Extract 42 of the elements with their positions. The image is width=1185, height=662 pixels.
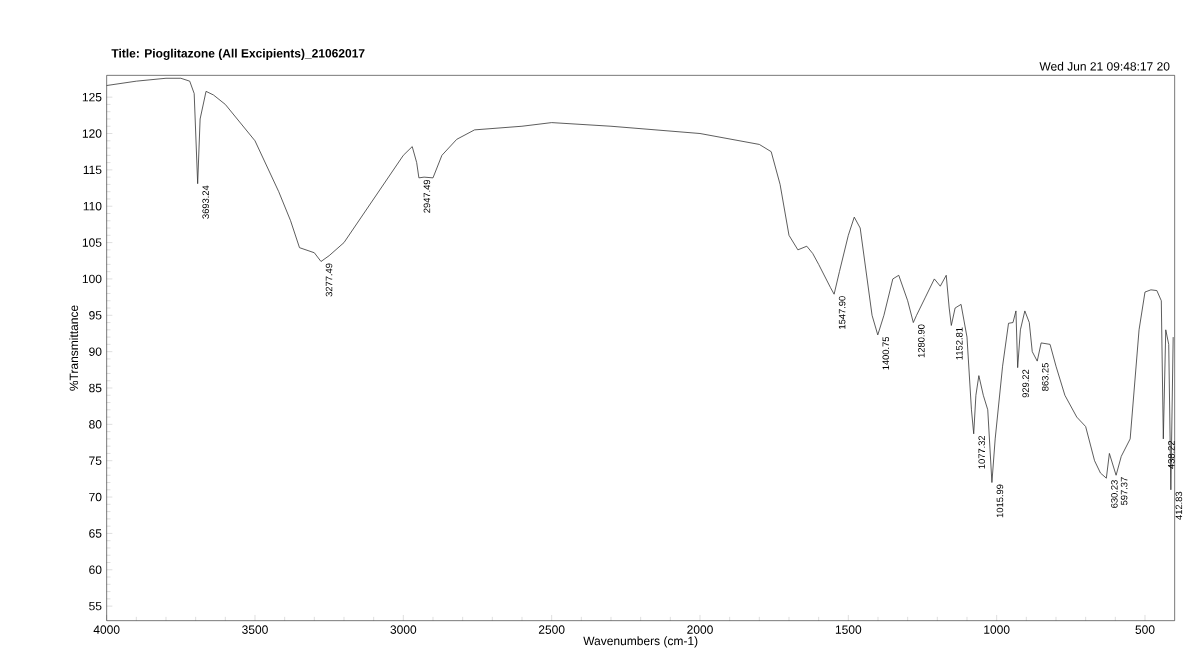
- y-axis-title: %Transmittance: [69, 305, 79, 391]
- y-tick-label: 55: [89, 601, 102, 611]
- x-tick-label: 2000: [687, 625, 713, 634]
- annotation: 863.25: [1041, 363, 1049, 391]
- annotation: 1077.32: [978, 435, 986, 469]
- x-axis-title: Wavenumbers (cm-1): [583, 636, 698, 648]
- y-tick-label: 75: [89, 456, 102, 465]
- chart-title: Title: Pioglitazone (All Excipients)_21062017: [111, 48, 365, 60]
- annotation: 1547.90: [838, 296, 846, 329]
- annotation: 1152.81: [956, 327, 963, 360]
- y-tick-label: 110: [83, 201, 102, 211]
- x-tick-label: 1000: [984, 625, 1010, 634]
- text: Wed Jun 21 09:48:17 20: [1039, 61, 1170, 71]
- y-tick-label: 125: [82, 92, 102, 102]
- annotation: 929.22: [1022, 369, 1029, 398]
- y-tick-label: 85: [89, 383, 102, 393]
- y-tick-label: 70: [89, 492, 102, 502]
- y-tick-label: 115: [83, 165, 102, 175]
- y-tick-label: 105: [82, 238, 102, 247]
- y-tick-label: 65: [89, 529, 102, 538]
- x-tick-label: 2500: [538, 625, 565, 634]
- x-tick-label: 500: [1135, 625, 1155, 634]
- annotation: 1280.90: [918, 324, 925, 358]
- annotation: 597.37: [1120, 477, 1128, 506]
- y-tick-label: 95: [89, 311, 102, 320]
- annotation: 438.22: [1168, 440, 1175, 469]
- x-tick-label: 3500: [242, 625, 268, 634]
- x-tick-label: 4000: [93, 625, 120, 634]
- y-tick-label: 100: [82, 274, 102, 284]
- y-tick-label: 90: [89, 347, 102, 356]
- annotation: 3693.24: [202, 185, 209, 219]
- annotation: 412.83: [1175, 491, 1183, 520]
- x-tick-label: 1500: [835, 625, 862, 634]
- y-tick-label: 120: [82, 129, 102, 138]
- y-tick-label: 60: [89, 565, 102, 575]
- annotation: 3277.49: [325, 263, 333, 297]
- annotation: 630.23: [1111, 480, 1118, 508]
- annotation: 1400.75: [882, 336, 890, 370]
- annotation: 1015.99: [996, 484, 1004, 518]
- annotation: 2947.49: [423, 179, 431, 213]
- y-tick-label: 80: [89, 420, 102, 429]
- x-tick-label: 3000: [390, 625, 417, 634]
